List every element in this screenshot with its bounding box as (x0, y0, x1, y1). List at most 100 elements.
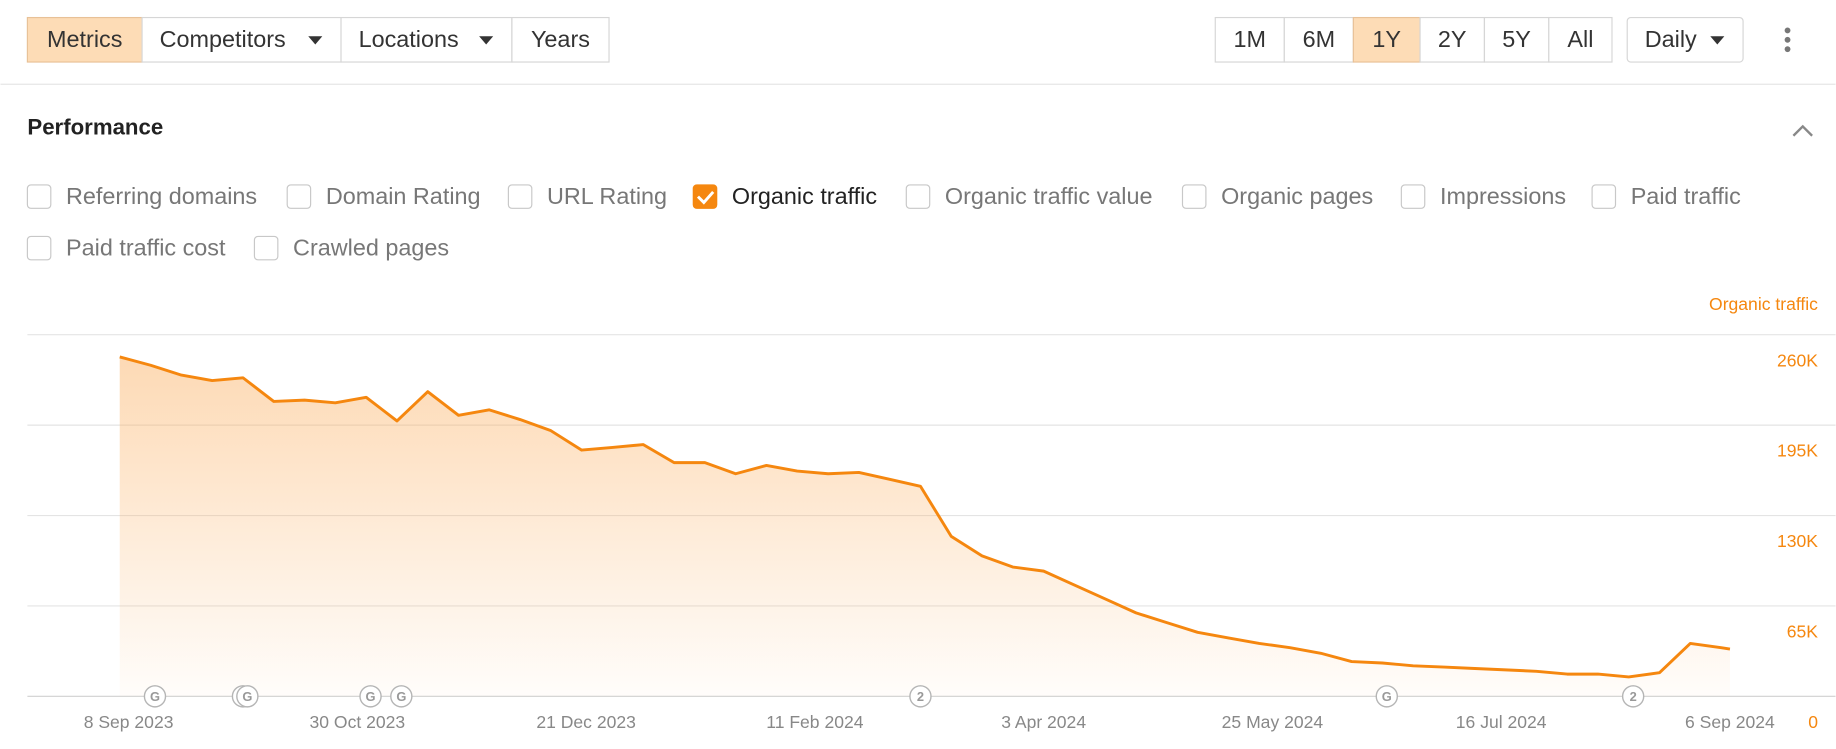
x-tick-label: 25 May 2024 (1222, 712, 1324, 732)
granularity-dropdown[interactable]: Daily (1626, 16, 1744, 63)
checkbox[interactable] (26, 184, 52, 209)
granularity-label: Daily (1645, 26, 1697, 52)
event-circle[interactable] (1621, 685, 1645, 708)
event-label: G (150, 689, 160, 704)
event-label: G (366, 689, 376, 704)
event-label: G (242, 689, 252, 704)
checkbox-label: Organic traffic value (945, 183, 1153, 209)
x-tick-label: 3 Apr 2024 (1001, 712, 1086, 732)
y-tick-label: 130K (1777, 531, 1818, 551)
range-button-label: All (1567, 26, 1593, 52)
range-button-bg[interactable] (1548, 16, 1613, 63)
metric-checkbox[interactable]: Organic traffic (692, 183, 877, 209)
checkbox[interactable] (286, 184, 312, 209)
range-button-bg[interactable] (1483, 16, 1550, 63)
x-tick-label: 8 Sep 2023 (84, 712, 174, 732)
metric-checkbox[interactable]: Paid traffic (1591, 183, 1741, 209)
y-tick-label: 0 (1808, 712, 1818, 732)
metric-checkbox[interactable]: Paid traffic cost (26, 234, 226, 261)
event-circle[interactable] (236, 685, 259, 708)
range-button[interactable]: 5Y (1483, 16, 1550, 63)
event-circle[interactable] (1375, 685, 1399, 708)
checkbox-label: Organic traffic (732, 183, 877, 209)
checkbox-label: Impressions (1440, 183, 1566, 209)
line (119, 355, 1731, 679)
x-tick-label: 11 Feb 2024 (766, 712, 863, 732)
range-button[interactable]: 1Y (1352, 16, 1421, 63)
event-label: G (1382, 689, 1392, 704)
event-marker[interactable]: G (390, 685, 413, 708)
range-button[interactable]: 2Y (1419, 16, 1486, 63)
area (119, 356, 1730, 697)
checkbox-label: Referring domains (66, 183, 257, 209)
checkbox[interactable] (692, 184, 718, 209)
x-tick-label: 30 Oct 2023 (310, 712, 406, 732)
metric-checkbox[interactable]: Domain Rating (286, 183, 481, 209)
dropdown-arrow (1710, 36, 1725, 45)
checkbox[interactable] (1400, 184, 1426, 209)
event-marker[interactable]: G (143, 685, 167, 708)
granularity-bg[interactable] (1626, 16, 1744, 63)
filter-button-bg[interactable] (141, 16, 342, 63)
metric-checkbox[interactable]: Organic pages (1181, 183, 1373, 209)
event-label: 2 (917, 689, 924, 704)
x-tick-label: 16 Jul 2024 (1456, 712, 1547, 732)
event-marker[interactable]: 2 (909, 685, 932, 708)
metric-checkbox[interactable]: Referring domains (26, 183, 257, 209)
range-button-bg[interactable] (1283, 16, 1354, 63)
checkbox-label: Domain Rating (326, 183, 481, 209)
checkbox-label: URL Rating (547, 183, 667, 209)
filter-button-label: Metrics (47, 26, 122, 52)
filter-button-label: Years (531, 26, 590, 52)
range-button[interactable]: 1M (1214, 16, 1285, 63)
range-button[interactable]: All (1548, 16, 1613, 63)
checkmark (696, 190, 715, 205)
collapse-icon[interactable] (1792, 124, 1813, 137)
checkbox[interactable] (1591, 184, 1617, 209)
filter-button[interactable]: Years (511, 16, 610, 63)
metric-checkbox[interactable]: URL Rating (507, 183, 667, 209)
y-tick-label: 195K (1777, 441, 1818, 461)
range-button[interactable]: 6M (1283, 16, 1354, 63)
checkbox-label: Organic pages (1221, 183, 1373, 209)
event-circle[interactable] (909, 685, 932, 708)
checkbox-label: Paid traffic cost (66, 234, 226, 260)
range-button-label: 2Y (1438, 26, 1467, 52)
filter-button-bg[interactable] (511, 16, 610, 63)
more-menu[interactable] (1784, 27, 1791, 53)
event-circle[interactable] (359, 685, 382, 708)
checkbox[interactable] (1181, 184, 1207, 209)
event-marker[interactable]: G (236, 685, 259, 708)
metric-checkbox[interactable]: Organic traffic value (905, 183, 1153, 209)
range-button-label: 1M (1234, 26, 1267, 52)
checkbox-label: Paid traffic (1631, 183, 1741, 209)
metric-checkbox[interactable]: Crawled pages (253, 234, 449, 261)
x-tick-label: 21 Dec 2023 (536, 712, 636, 732)
checkbox[interactable] (507, 184, 533, 209)
event-marker[interactable]: 2 (1621, 685, 1645, 708)
filter-button-label: Locations (359, 26, 459, 52)
event-circle[interactable] (143, 685, 167, 708)
metric-checkbox[interactable]: Impressions (1400, 183, 1566, 209)
event-marker[interactable]: G (359, 685, 382, 708)
checkbox[interactable] (905, 184, 931, 209)
range-button-label: 1Y (1372, 26, 1401, 52)
checkbox[interactable] (253, 235, 279, 261)
filter-button[interactable]: Locations (340, 16, 513, 63)
checkbox-label: Crawled pages (293, 234, 449, 260)
range-button-bg[interactable] (1214, 16, 1285, 63)
section-title: Performance (27, 115, 163, 140)
filter-button-bg[interactable] (26, 16, 143, 63)
filter-button[interactable]: Metrics (26, 16, 143, 63)
dropdown-arrow (308, 36, 323, 45)
y-tick-label: 65K (1787, 621, 1819, 641)
event-circle[interactable] (390, 685, 413, 708)
event-label: G (396, 689, 406, 704)
checkbox[interactable] (26, 235, 52, 261)
x-tick-label: 6 Sep 2024 (1685, 712, 1775, 732)
filter-button[interactable]: Competitors (141, 16, 342, 63)
event-label: 2 (1630, 689, 1637, 704)
event-marker[interactable]: G (1375, 685, 1399, 708)
